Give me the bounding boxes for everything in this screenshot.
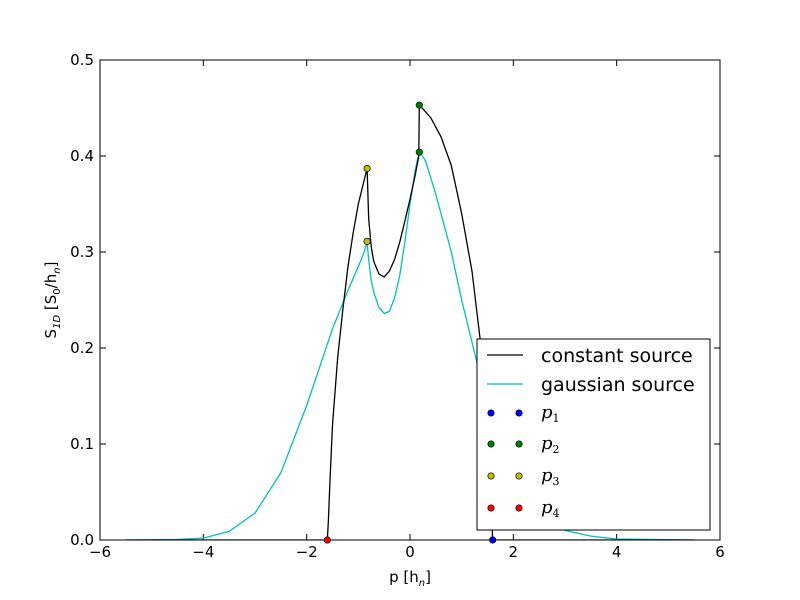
legend-marker-p2-a — [487, 440, 495, 448]
legend-marker-p3-b — [515, 472, 523, 480]
y-tick-label: 0.4 — [70, 147, 94, 165]
y-tick-label: 0.1 — [70, 435, 94, 453]
x-tick-label: −4 — [192, 543, 214, 561]
x-tick-label: 0 — [405, 543, 415, 561]
x-tick-label: 2 — [509, 543, 519, 561]
y-tick-label: 0.3 — [70, 243, 94, 261]
point-marker-p4 — [323, 536, 331, 544]
y-axis-label: S1D [S0/hn] — [42, 262, 63, 339]
legend-label-constant-source: constant source — [541, 345, 693, 367]
legend-marker-p1-a — [487, 409, 495, 417]
legend-marker-p3-a — [487, 472, 495, 480]
point-marker-p2 — [415, 101, 423, 109]
point-marker-p2 — [415, 148, 423, 156]
legend-label-p1: p1 — [541, 402, 560, 425]
legend-label-p2: p2 — [541, 433, 560, 456]
x-tick-label: 4 — [612, 543, 622, 561]
point-marker-p3 — [363, 237, 371, 245]
x-tick-label: −6 — [89, 543, 111, 561]
legend-label-gaussian-source: gaussian source — [541, 374, 695, 396]
series-line-constant-source — [125, 103, 695, 540]
legend-label-p3: p3 — [541, 465, 560, 488]
legend-marker-p4-b — [515, 504, 523, 512]
legend-marker-p1-b — [515, 409, 523, 417]
y-tick-label: 0.5 — [70, 51, 94, 69]
point-marker-p1 — [489, 536, 497, 544]
y-tick-label: 0.2 — [70, 339, 94, 357]
y-tick-label: 0.0 — [70, 531, 94, 549]
legend-box — [476, 338, 711, 531]
legend-marker-p2-b — [515, 440, 523, 448]
point-marker-p3 — [363, 164, 371, 173]
x-axis-label: p [hn] — [389, 568, 431, 589]
x-tick-label: −2 — [296, 543, 318, 561]
legend-marker-p4-a — [487, 504, 495, 512]
x-tick-label: 6 — [715, 543, 725, 561]
legend-label-p4: p4 — [541, 497, 560, 520]
